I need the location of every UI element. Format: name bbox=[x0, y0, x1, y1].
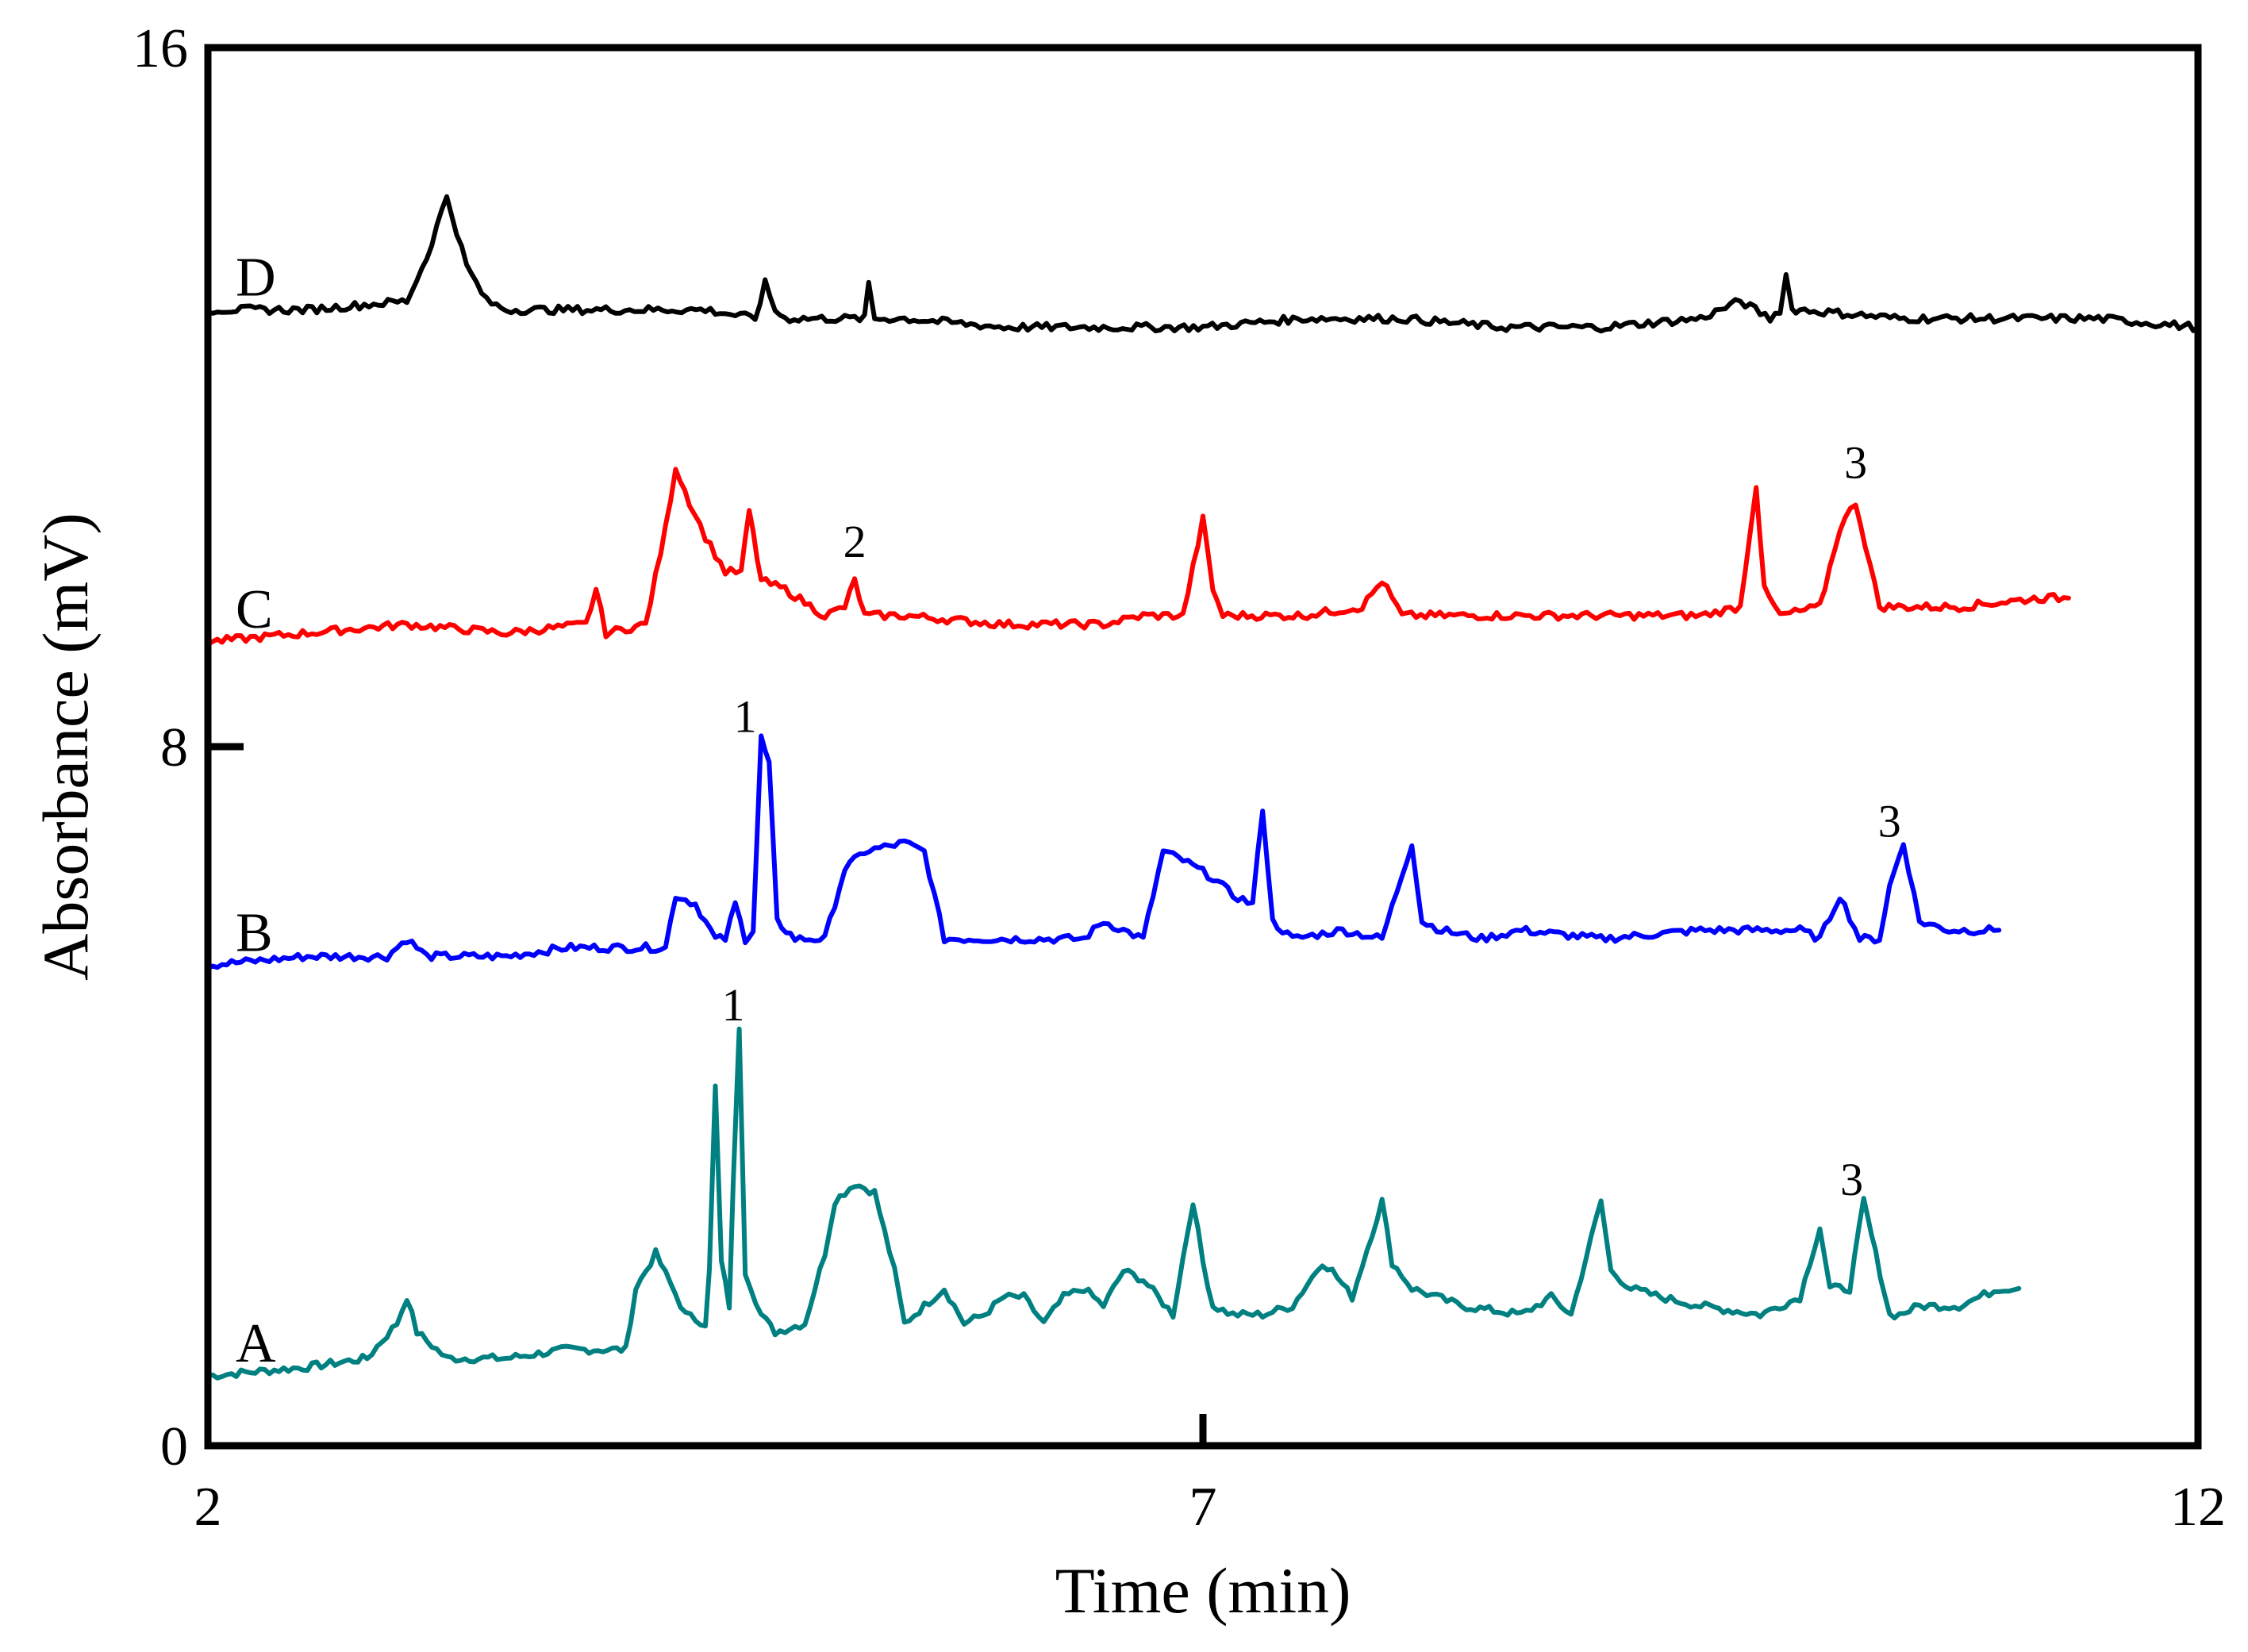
peak-annotations: 2 3 1 1 3 3 bbox=[722, 437, 1901, 1205]
peak-label: 3 bbox=[1840, 1154, 1863, 1205]
series-line-A bbox=[208, 1026, 2022, 1381]
peak-label: 3 bbox=[1878, 796, 1901, 847]
series-line-B bbox=[208, 733, 2002, 971]
y-axis-title: Absorbance (mV) bbox=[29, 513, 102, 981]
y-tick-label: 8 bbox=[160, 717, 188, 778]
series-label-C: C bbox=[236, 579, 273, 640]
series-line-D bbox=[208, 194, 2198, 334]
series-label-A: A bbox=[236, 1313, 276, 1374]
series-layer bbox=[208, 194, 2198, 1381]
x-tick-label: 7 bbox=[1189, 1477, 1217, 1538]
series-labels: A B C D bbox=[236, 247, 276, 1374]
peak-label: 1 bbox=[722, 979, 745, 1031]
peak-label: 3 bbox=[1844, 437, 1867, 489]
series-line-C bbox=[208, 467, 2071, 647]
y-tick-label: 16 bbox=[133, 18, 188, 79]
x-tick-label: 12 bbox=[2170, 1477, 2226, 1538]
series-label-B: B bbox=[236, 902, 273, 963]
y-tick-label: 0 bbox=[160, 1416, 188, 1477]
plot-frame bbox=[204, 44, 2202, 1450]
peak-label: 1 bbox=[734, 690, 757, 742]
series-label-D: D bbox=[236, 247, 276, 308]
x-tick-label: 2 bbox=[194, 1477, 222, 1538]
x-axis-title: Time (min) bbox=[1055, 1554, 1351, 1627]
peak-label: 2 bbox=[843, 516, 867, 567]
